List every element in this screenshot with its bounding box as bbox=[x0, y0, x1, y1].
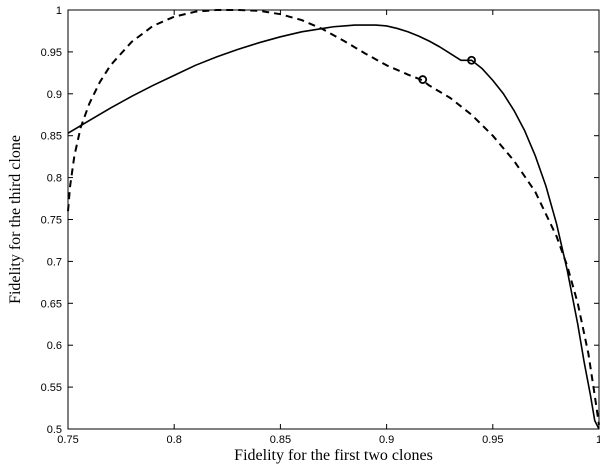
dashed-curve bbox=[67, 9, 600, 425]
y-tick-label: 1 bbox=[56, 5, 62, 17]
y-tick-label: 0.95 bbox=[41, 47, 62, 59]
y-tick-label: 0.9 bbox=[47, 89, 62, 101]
marker-point-2 bbox=[418, 75, 428, 84]
y-tick-label: 0.55 bbox=[41, 382, 62, 394]
x-tick-label: 0.8 bbox=[167, 434, 182, 446]
y-tick-label: 0.7 bbox=[47, 256, 62, 268]
y-tick-label: 0.5 bbox=[47, 424, 62, 436]
x-tick-label: 0.75 bbox=[57, 434, 78, 446]
x-tick-label: 0.9 bbox=[379, 434, 394, 446]
solid-curve bbox=[67, 24, 600, 430]
y-tick-label: 0.6 bbox=[47, 340, 62, 352]
y-tick-label: 0.8 bbox=[47, 173, 62, 185]
y-axis-label: Fidelity for the third clone bbox=[7, 135, 24, 304]
plot-frame bbox=[67, 9, 600, 430]
x-axis-label: Fidelity for the first two clones bbox=[234, 447, 433, 464]
y-tick-label: 0.85 bbox=[41, 131, 62, 143]
marker-point-1 bbox=[467, 55, 476, 65]
x-tick-label: 0.85 bbox=[270, 434, 291, 446]
x-tick-label: 0.95 bbox=[482, 434, 503, 446]
x-tick-label: 1 bbox=[596, 434, 600, 446]
y-tick-label: 0.65 bbox=[41, 298, 62, 310]
y-tick-label: 0.75 bbox=[41, 215, 62, 227]
